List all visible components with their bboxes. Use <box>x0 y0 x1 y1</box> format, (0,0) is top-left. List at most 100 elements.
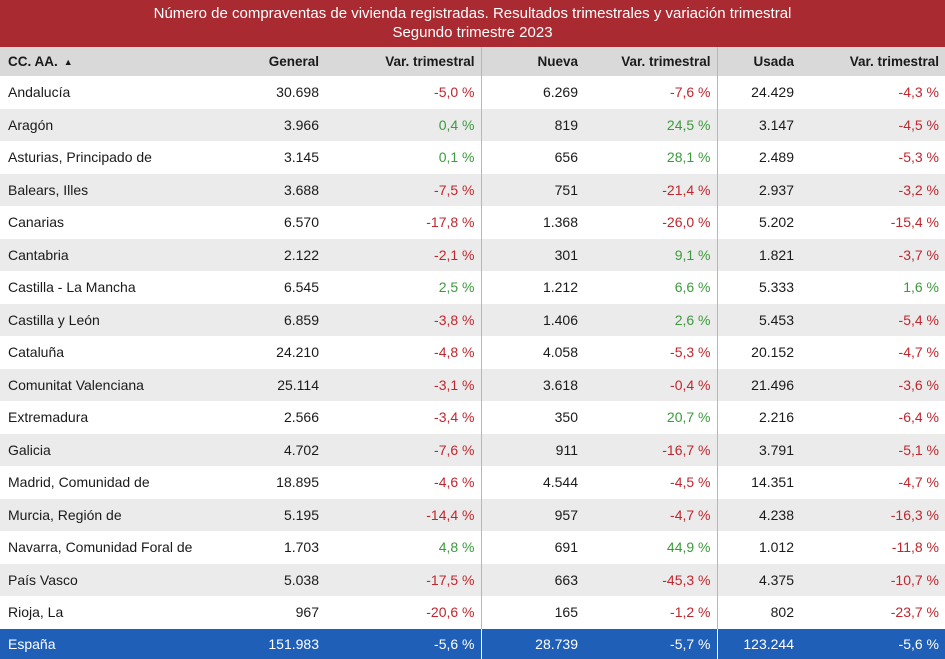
cell-region: Aragón <box>8 116 54 133</box>
table-row[interactable]: Balears, Illes 3.688 -7,5 % 751 -21,4 % 2.937… <box>0 173 945 206</box>
table-row[interactable]: Cantabria 2.122 -2,1 % 301 9,1 % 1.821 -3,7 % <box>0 238 945 271</box>
cell-nueva: 1.368 <box>480 206 584 239</box>
cell-usada: 14.351 <box>716 466 800 499</box>
cell-var-general: 2,5 % <box>438 279 475 296</box>
cell-general: 25.114 <box>277 376 319 393</box>
cell-general: 967 <box>295 604 319 621</box>
cell-nueva: 3.618 <box>480 368 584 401</box>
column-header-general[interactable]: General <box>268 54 319 69</box>
table-title: Número de compraventas de vivienda regis… <box>0 0 945 47</box>
cell-nueva: 6.269 <box>480 76 584 109</box>
table-row[interactable]: Castilla - La Mancha 6.545 2,5 % 1.212 6,6 %… <box>0 271 945 304</box>
cell-general: 2.566 <box>283 409 319 426</box>
column-header-usada[interactable]: Usada <box>716 47 800 76</box>
cell-var-general: -4,8 % <box>434 344 475 361</box>
cell-general: 18.895 <box>276 474 319 491</box>
table-row[interactable]: Madrid, Comunidad de 18.895 -4,6 % 4.544 -4,… <box>0 466 945 499</box>
cell-var-usada: -3,2 % <box>898 181 939 198</box>
cell-var-general: 4,8 % <box>438 539 475 556</box>
cell-usada: 21.496 <box>716 368 800 401</box>
cell-var-nueva: -4,5 % <box>670 474 711 491</box>
table-row[interactable]: Cataluña 24.210 -4,8 % 4.058 -5,3 % 20.152 -4,… <box>0 336 945 369</box>
cell-usada: 2.937 <box>716 173 800 206</box>
cell-var-usada: -5,4 % <box>898 311 939 328</box>
table-row[interactable]: Asturias, Principado de 3.145 0,1 % 656 28,1… <box>0 141 945 174</box>
cell-usada: 2.489 <box>716 141 800 174</box>
cell-var-general: -20,6 % <box>426 604 475 621</box>
cell-var-nueva: -5,3 % <box>670 344 711 361</box>
cell-general: 1.703 <box>283 539 319 556</box>
cell-var-nueva: -0,4 % <box>670 376 711 393</box>
column-header-var-usada[interactable]: Var. trimestral <box>849 54 939 69</box>
cell-var-usada: 1,6 % <box>903 279 939 296</box>
cell-usada: 24.429 <box>716 76 800 109</box>
cell-nueva: 4.058 <box>480 336 584 369</box>
table-row[interactable]: Aragón 3.966 0,4 % 819 24,5 % 3.147 -4,5 % <box>0 108 945 141</box>
cell-var-nueva: 6,6 % <box>674 279 711 296</box>
cell-region: Castilla - La Mancha <box>8 279 136 296</box>
cell-usada: 802 <box>716 596 800 629</box>
title-line-1: Número de compraventas de vivienda regis… <box>153 5 792 22</box>
cell-general: 5.038 <box>283 571 319 588</box>
cell-var-usada: -5,3 % <box>898 149 939 166</box>
cell-var-general: -2,1 % <box>434 246 475 263</box>
cell-region: País Vasco <box>8 571 78 588</box>
cell-var-general: -3,1 % <box>434 376 475 393</box>
cell-general: 24.210 <box>276 344 319 361</box>
table-row[interactable]: Castilla y León 6.859 -3,8 % 1.406 2,6 % 5.45… <box>0 303 945 336</box>
column-header-var-general[interactable]: Var. trimestral <box>385 54 475 69</box>
table-row[interactable]: Rioja, La 967 -20,6 % 165 -1,2 % 802 -23,7 % <box>0 596 945 629</box>
cell-var-usada: -11,8 % <box>891 539 939 556</box>
cell-nueva: 751 <box>480 173 584 206</box>
cell-usada: 4.375 <box>716 563 800 596</box>
table-row[interactable]: Navarra, Comunidad Foral de 1.703 4,8 % 691… <box>0 531 945 564</box>
cell-var-nueva: -26,0 % <box>662 214 711 231</box>
total-usada: 123.244 <box>716 628 800 659</box>
cell-general: 3.145 <box>283 149 319 166</box>
cell-var-nueva: -4,7 % <box>670 506 711 523</box>
table-row[interactable]: Canarias 6.570 -17,8 % 1.368 -26,0 % 5.202 -15… <box>0 206 945 239</box>
cell-nueva: 819 <box>480 108 584 141</box>
cell-region: Cataluña <box>8 344 65 361</box>
cell-general: 3.966 <box>283 116 319 133</box>
table-row[interactable]: País Vasco 5.038 -17,5 % 663 -45,3 % 4.375 -10… <box>0 563 945 596</box>
cell-var-general: -7,6 % <box>434 441 475 458</box>
column-header-region[interactable]: CC. AA. ▲ <box>0 47 246 76</box>
cell-nueva: 656 <box>480 141 584 174</box>
table-row[interactable]: Andalucía 30.698 -5,0 % 6.269 -7,6 % 24.429 -4… <box>0 76 945 109</box>
cell-general: 3.688 <box>283 181 319 198</box>
table-row[interactable]: Murcia, Región de 5.195 -14,4 % 957 -4,7 % 4.… <box>0 498 945 531</box>
table-row[interactable]: Comunitat Valenciana 25.114 -3,1 % 3.618 -0,… <box>0 368 945 401</box>
total-row: España 151.983 -5,6 % 28.739 -5,7 % 123.… <box>0 628 945 659</box>
cell-var-nueva: -7,6 % <box>670 84 711 101</box>
cell-region: Galicia <box>8 441 51 458</box>
cell-var-general: 0,4 % <box>438 116 475 133</box>
cell-region: Balears, Illes <box>8 181 89 198</box>
cell-var-nueva: 44,9 % <box>666 539 711 556</box>
table-row[interactable]: Extremadura 2.566 -3,4 % 350 20,7 % 2.216 -6,4… <box>0 401 945 434</box>
column-header-var-nueva[interactable]: Var. trimestral <box>621 54 711 69</box>
cell-region: Navarra, Comunidad Foral de <box>8 539 193 556</box>
cell-region: Madrid, Comunidad de <box>8 474 150 491</box>
cell-usada: 5.202 <box>716 206 800 239</box>
cell-region: Andalucía <box>8 84 71 101</box>
cell-var-nueva: -16,7 % <box>662 441 711 458</box>
sort-ascending-icon: ▲ <box>63 57 73 67</box>
cell-var-usada: -4,7 % <box>898 474 939 491</box>
cell-nueva: 165 <box>480 596 584 629</box>
cell-var-usada: -3,6 % <box>898 376 939 393</box>
cell-var-general: -17,8 % <box>426 214 475 231</box>
cell-nueva: 957 <box>480 498 584 531</box>
column-header-nueva[interactable]: Nueva <box>480 47 584 76</box>
cell-nueva: 1.212 <box>480 271 584 304</box>
cell-nueva: 350 <box>480 401 584 434</box>
header-row: CC. AA. ▲ General Var. trimestral Nueva V… <box>0 47 945 76</box>
cell-region: Castilla y León <box>8 311 100 328</box>
cell-var-general: -5,0 % <box>434 84 475 101</box>
table-row[interactable]: Galicia 4.702 -7,6 % 911 -16,7 % 3.791 -5,1 % <box>0 433 945 466</box>
cell-var-usada: -23,7 % <box>890 604 939 621</box>
total-nueva: 28.739 <box>480 628 584 659</box>
cell-var-usada: -4,7 % <box>898 344 939 361</box>
cell-var-nueva: 28,1 % <box>666 149 711 166</box>
title-line-2: Segundo trimestre 2023 <box>392 24 553 41</box>
